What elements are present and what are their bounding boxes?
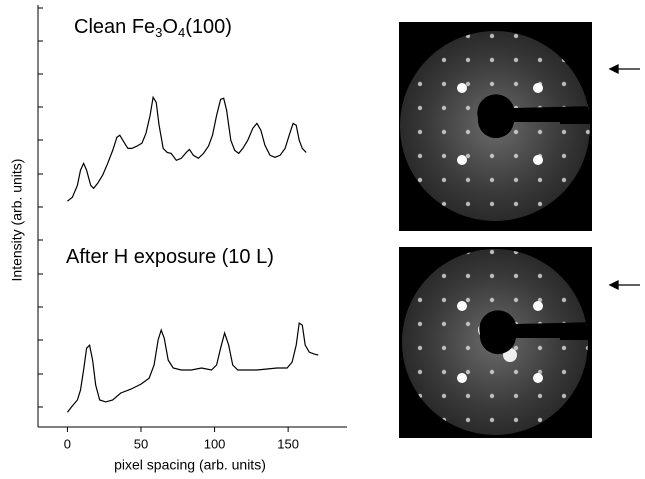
annotation-part: Clean Fe	[74, 16, 155, 38]
y-axis-ticks	[38, 7, 43, 408]
y-axis-title: Intensity (arb. units)	[9, 159, 25, 282]
annotation: Clean Fe3O4(100)	[74, 16, 232, 40]
annotation-part: After H exposure (10 L)	[66, 246, 274, 268]
leed-image-clean	[399, 22, 592, 231]
x-tick-label: 50	[134, 436, 148, 451]
leed-image-hydrogen	[399, 247, 592, 438]
x-tick-label: 0	[64, 436, 71, 451]
subscript: 4	[178, 25, 185, 40]
annotation: After H exposure (10 L)	[66, 246, 274, 268]
arrows	[608, 63, 640, 291]
curve	[67, 95, 307, 202]
annotation-part: (100)	[185, 16, 232, 38]
curve	[66, 322, 319, 413]
x-tick-label: 100	[204, 436, 226, 451]
annotation-part: O	[162, 16, 178, 38]
x-axis-title: pixel spacing (arb. units)	[114, 457, 266, 473]
subscript: 3	[155, 25, 162, 40]
x-tick-label: 150	[277, 436, 299, 451]
